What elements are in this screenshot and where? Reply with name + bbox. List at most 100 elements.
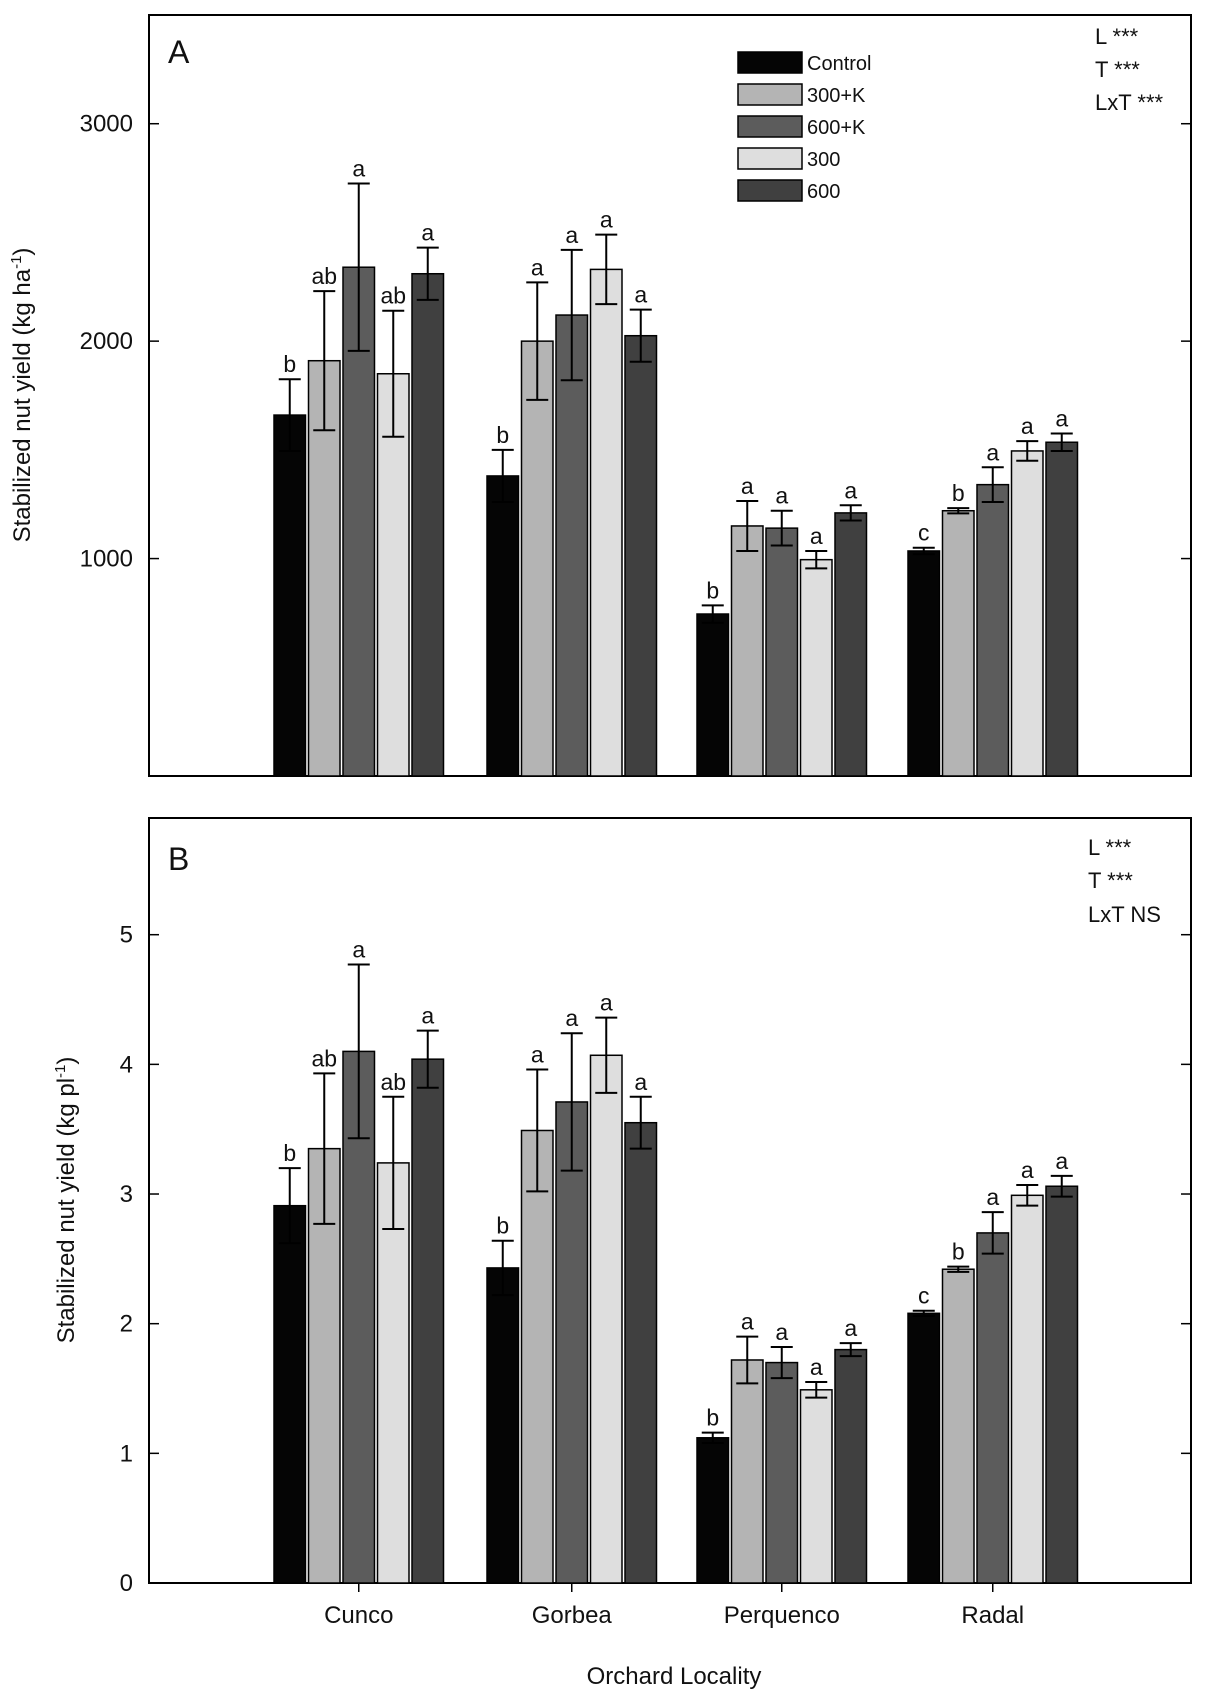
significance-letter: a: [600, 207, 613, 233]
bar-radal-control: [907, 1312, 941, 1584]
significance-letter: a: [741, 473, 754, 499]
bar-perquenco-300kk: [730, 525, 764, 777]
x-category-label: Perquenco: [724, 1602, 840, 1629]
stat-line-treatment: T ***: [1095, 57, 1140, 82]
panel-b: B L *** T *** LxT NS Stabilized nut yiel…: [52, 817, 1192, 1690]
bar-gorbea-300kk: [520, 1129, 554, 1584]
significance-letter: a: [986, 1184, 999, 1210]
error-bar-gorbea-300: [595, 233, 618, 306]
bar-perquenco-control: [696, 1437, 730, 1584]
legend-swatch-300: [737, 147, 803, 170]
error-bar-radal-300kk: [947, 1265, 970, 1273]
bar-perquenco-control: [696, 613, 730, 777]
significance-letter: b: [952, 480, 965, 506]
panel-b-frame: [148, 817, 1192, 1584]
y-tick-label: 2000: [80, 328, 133, 355]
error-bar-radal-600: [1050, 1174, 1073, 1198]
significance-letter: b: [706, 1405, 719, 1431]
significance-letter: a: [775, 483, 788, 509]
bar-radal-300kk: [941, 509, 975, 777]
legend-label-600k: 600+K: [807, 117, 866, 139]
error-bar-gorbea-control: [491, 1239, 514, 1297]
error-bar-perquenco-control: [701, 1431, 724, 1444]
legend-swatch-control: [737, 51, 803, 74]
bar-radal-600kk: [976, 483, 1010, 777]
bar-gorbea-300kk: [520, 340, 554, 777]
error-bar-gorbea-600: [629, 308, 652, 363]
bar-perquenco-300: [799, 1389, 833, 1584]
significance-letter: a: [531, 1042, 544, 1068]
error-bar-gorbea-600: [629, 1095, 652, 1150]
legend-swatch-600k: [737, 115, 803, 138]
bar-cunco-600: [411, 1058, 445, 1584]
significance-letter: a: [352, 156, 365, 182]
error-bar-radal-600kk: [981, 466, 1004, 504]
significance-letter: ab: [380, 283, 406, 309]
y-tick-label: 2: [120, 1311, 133, 1338]
bar-cunco-600: [411, 272, 445, 777]
stat-line-location: L ***: [1095, 24, 1139, 49]
y-tick-label: 4: [120, 1051, 133, 1078]
panel-a: A L *** T *** LxT *** Stabilized nut yie…: [8, 14, 1192, 777]
significance-letter: a: [421, 220, 434, 246]
bar-perquenco-600: [834, 1348, 868, 1584]
error-bar-cunco-control: [278, 378, 301, 452]
significance-letter: a: [1055, 1148, 1068, 1174]
significance-letter: a: [421, 1003, 434, 1029]
error-bar-perquenco-300kk: [736, 1335, 759, 1385]
x-category-label: Radal: [961, 1602, 1024, 1629]
bar-perquenco-600: [834, 512, 868, 777]
legend-label-300k: 300+K: [807, 85, 866, 107]
significance-letter: a: [741, 1309, 754, 1335]
significance-letter: a: [1021, 1157, 1034, 1183]
stat-line-interaction: LxT ***: [1095, 90, 1164, 115]
bar-radal-control: [907, 550, 941, 777]
error-bar-cunco-600kk: [347, 182, 370, 352]
bar-radal-300kk: [941, 1268, 975, 1584]
significance-letter: a: [810, 523, 823, 549]
error-bar-cunco-control: [278, 1167, 301, 1245]
significance-letter: ab: [311, 1045, 337, 1071]
stat-line-treatment: T ***: [1088, 868, 1133, 893]
y-tick-label: 0: [120, 1570, 133, 1597]
error-bar-gorbea-300kk: [526, 1068, 549, 1193]
significance-letter: a: [986, 439, 999, 465]
significance-letter: a: [565, 1005, 578, 1031]
significance-letter: a: [600, 990, 613, 1016]
bar-gorbea-control: [486, 1267, 520, 1584]
significance-letter: c: [918, 520, 930, 546]
bar-gorbea-300: [589, 268, 623, 777]
error-bar-gorbea-300kk: [526, 281, 549, 401]
error-bar-cunco-600: [416, 1029, 439, 1089]
panel-a-letter: A: [168, 34, 190, 70]
stat-line-interaction: LxT NS: [1088, 902, 1161, 927]
significance-letter: b: [952, 1239, 965, 1265]
bar-radal-600: [1045, 1185, 1079, 1584]
x-category-label: Gorbea: [532, 1602, 613, 1629]
error-bar-radal-control: [912, 546, 935, 556]
error-bar-cunco-300kk: [313, 290, 336, 432]
bar-gorbea-600kk: [555, 314, 589, 777]
significance-letter: b: [496, 422, 509, 448]
significance-letter: a: [531, 254, 544, 280]
legend: Control 300+K 600+K 300 600: [737, 51, 871, 203]
bar-cunco-control: [273, 414, 307, 777]
error-bar-perquenco-300: [805, 1381, 828, 1399]
legend-label-300: 300: [807, 149, 840, 171]
error-bar-cunco-300kk: [313, 1072, 336, 1225]
stat-line-location: L ***: [1088, 835, 1132, 860]
significance-letter: a: [1055, 406, 1068, 432]
bar-gorbea-600kk: [555, 1101, 589, 1584]
significance-letter: c: [918, 1283, 930, 1309]
error-bar-cunco-300: [382, 1095, 405, 1231]
error-bar-perquenco-control: [701, 604, 724, 624]
panel-a-y-axis-title: Stabilized nut yield (kg ha-1): [8, 248, 36, 543]
bar-perquenco-600kk: [765, 1361, 799, 1584]
bar-cunco-300: [376, 1162, 410, 1584]
bar-radal-600: [1045, 441, 1079, 777]
error-bar-radal-300kk: [947, 507, 970, 515]
bar-radal-300: [1010, 1194, 1044, 1584]
error-bar-radal-300: [1016, 440, 1039, 462]
